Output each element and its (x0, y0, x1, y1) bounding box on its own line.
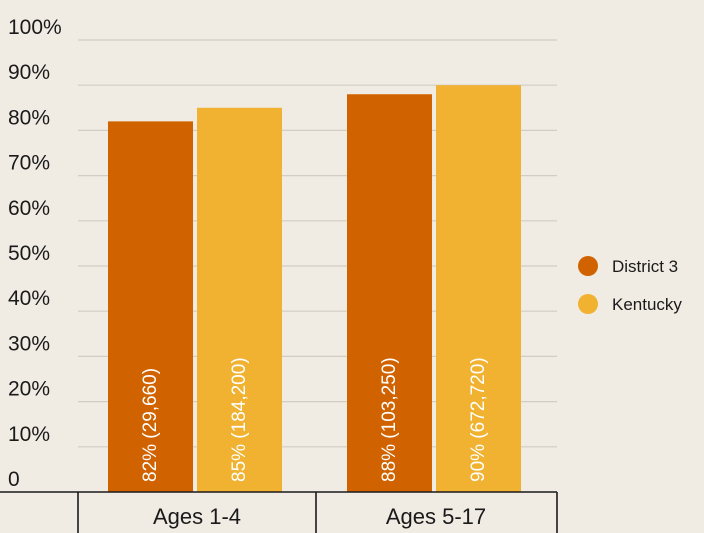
x-axis: Ages 1-4 Ages 5-17 (0, 491, 558, 533)
legend-marker (578, 256, 598, 276)
x-category-label: Ages 5-17 (386, 504, 486, 529)
y-tick-label: 80% (8, 106, 50, 129)
bar-kentucky-0 (197, 107, 282, 493)
y-tick-label: 60% (8, 197, 50, 220)
y-tick-label: 20% (8, 378, 50, 401)
y-axis-ticks: 0 10% 20% 30% 40% 50% 60% 70% 80% 90% 100% (8, 16, 62, 491)
bar-data-labels: 82% (29,660) 85% (184,200) 88% (103,250) 90… (140, 357, 489, 482)
y-tick-label: 40% (8, 287, 50, 310)
legend-label: Kentucky (612, 295, 682, 314)
bars (108, 85, 521, 493)
bar-district-3-1 (347, 94, 432, 493)
y-tick-label: 90% (8, 61, 50, 84)
bar-data-label: 82% (29,660) (140, 368, 161, 482)
bar-kentucky-1 (436, 85, 521, 492)
y-tick-label: 70% (8, 152, 50, 175)
bar-data-label: 90% (672,720) (468, 357, 489, 482)
x-category-label: Ages 1-4 (153, 504, 241, 529)
bar-district-3-0 (108, 121, 193, 493)
y-tick-label: 30% (8, 332, 50, 355)
legend-label: District 3 (612, 257, 678, 276)
bar-data-label: 88% (103,250) (379, 357, 400, 482)
y-tick-label: 0 (8, 468, 20, 491)
y-tick-label: 10% (8, 423, 50, 446)
y-tick-label: 100% (8, 16, 62, 39)
legend-marker (578, 294, 598, 314)
y-tick-label: 50% (8, 242, 50, 265)
legend: District 3 Kentucky (578, 256, 682, 314)
bar-data-label: 85% (184,200) (229, 357, 250, 482)
